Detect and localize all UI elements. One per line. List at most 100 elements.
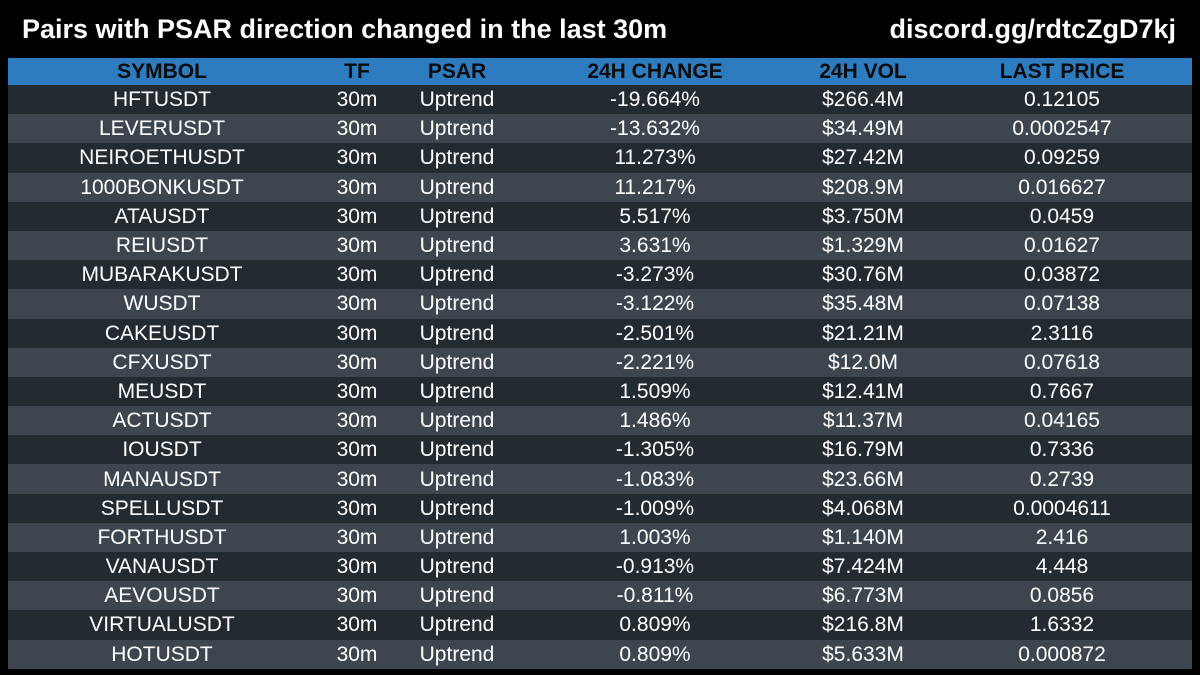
volume-cell: $5.633M	[822, 642, 904, 666]
psar-cell: Uptrend	[419, 525, 495, 549]
psar-cell: Uptrend	[419, 175, 495, 199]
volume-cell: $3.750M	[822, 204, 904, 228]
tf-cell: 30m	[336, 117, 378, 141]
symbol-cell: IOUSDT	[122, 438, 202, 462]
table-row: AEVOUSDT 30m Uptrend -0.811% $6.773M 0.0856	[8, 581, 1192, 611]
price-cell: 0.7667	[1029, 379, 1095, 403]
volume-cell: $23.66M	[822, 467, 904, 491]
column-header-24h-vol[interactable]: 24H VOL	[819, 60, 907, 83]
table-row: IOUSDT 30m Uptrend -1.305% $16.79M 0.7336	[8, 435, 1192, 465]
symbol-cell: HOTUSDT	[111, 642, 213, 666]
price-cell: 0.12105	[1024, 88, 1100, 112]
change-cell: -1.305%	[615, 438, 695, 462]
symbol-cell: WUSDT	[123, 292, 201, 316]
symbol-cell: VANAUSDT	[105, 555, 219, 579]
table-row: ACTUSDT 30m Uptrend 1.486% $11.37M 0.04165	[8, 406, 1192, 436]
volume-cell: $12.0M	[827, 350, 899, 374]
change-cell: 0.809%	[619, 613, 691, 637]
volume-cell: $266.4M	[822, 88, 904, 112]
psar-cell: Uptrend	[419, 409, 495, 433]
table-row: SPELLUSDT 30m Uptrend -1.009% $4.068M 0.00046…	[8, 493, 1192, 523]
symbol-cell: CFXUSDT	[112, 350, 212, 374]
symbol-cell: VIRTUALUSDT	[89, 613, 235, 637]
page-title: Pairs with PSAR direction changed in the…	[22, 14, 668, 44]
table-row: VANAUSDT 30m Uptrend -0.913% $7.424M 4.448	[8, 552, 1192, 582]
price-cell: 0.016627	[1018, 175, 1106, 199]
price-cell: 0.04165	[1024, 409, 1100, 433]
symbol-cell: 1000BONKUSDT	[80, 175, 244, 199]
table-row: FORTHUSDT 30m Uptrend 1.003% $1.140M 2.416	[8, 522, 1192, 552]
column-header-24h-change[interactable]: 24H CHANGE	[587, 60, 723, 83]
tf-cell: 30m	[336, 584, 378, 608]
tf-cell: 30m	[336, 88, 378, 112]
change-cell: -3.122%	[615, 292, 695, 316]
price-cell: 0.0459	[1029, 204, 1095, 228]
volume-cell: $35.48M	[822, 292, 904, 316]
tf-cell: 30m	[336, 292, 378, 316]
tf-cell: 30m	[336, 467, 378, 491]
change-cell: -19.664%	[610, 88, 700, 112]
tf-cell: 30m	[336, 525, 378, 549]
volume-cell: $216.8M	[822, 613, 904, 637]
table-row: HOTUSDT 30m Uptrend 0.809% $5.633M 0.000872	[8, 639, 1192, 669]
change-cell: 0.809%	[619, 642, 691, 666]
symbol-cell: SPELLUSDT	[100, 496, 224, 520]
price-cell: 0.7336	[1029, 438, 1095, 462]
table-row: CAKEUSDT 30m Uptrend -2.501% $21.21M 2.3116	[8, 318, 1192, 348]
tf-cell: 30m	[336, 379, 378, 403]
volume-cell: $34.49M	[822, 117, 904, 141]
table-row: ATAUSDT 30m Uptrend 5.517% $3.750M 0.0459	[8, 201, 1192, 231]
change-cell: -1.083%	[615, 467, 695, 491]
table-row: MANAUSDT 30m Uptrend -1.083% $23.66M 0.2739	[8, 464, 1192, 494]
psar-cell: Uptrend	[419, 438, 495, 462]
volume-cell: $21.21M	[822, 321, 904, 345]
volume-cell: $7.424M	[822, 555, 904, 579]
table-row: MEUSDT 30m Uptrend 1.509% $12.41M 0.7667	[8, 376, 1192, 407]
price-cell: 0.000872	[1018, 642, 1106, 666]
column-header-psar[interactable]: PSAR	[427, 60, 487, 83]
psar-cell: Uptrend	[419, 321, 495, 345]
psar-cell: Uptrend	[419, 204, 495, 228]
table-row: NEIROETHUSDT 30m Uptrend 11.273% $27.42M 0.09…	[8, 143, 1192, 173]
volume-cell: $1.140M	[822, 525, 904, 549]
change-cell: -2.221%	[615, 350, 695, 374]
psar-cell: Uptrend	[419, 379, 495, 403]
psar-cell: Uptrend	[419, 234, 495, 258]
discord-invite-link[interactable]: discord.gg/rdtcZgD7kj	[889, 14, 1176, 44]
price-cell: 0.03872	[1024, 263, 1100, 287]
table-row: WUSDT 30m Uptrend -3.122% $35.48M 0.07138	[8, 289, 1192, 319]
table-row: MUBARAKUSDT 30m Uptrend -3.273% $30.76M 0.038…	[8, 260, 1192, 290]
psar-cell: Uptrend	[419, 467, 495, 491]
psar-cell: Uptrend	[419, 88, 495, 112]
tf-cell: 30m	[336, 234, 378, 258]
price-cell: 0.0856	[1029, 584, 1095, 608]
price-cell: 2.416	[1035, 525, 1089, 549]
symbol-cell: ATAUSDT	[114, 204, 210, 228]
tf-cell: 30m	[336, 175, 378, 199]
table-body: HFTUSDT 30m Uptrend -19.664% $266.4M 0.12105 L…	[8, 85, 1192, 669]
change-cell: 3.631%	[619, 234, 691, 258]
psar-pairs-table: SYMBOL TF PSAR 24H CHANGE 24H VOL LAST P…	[8, 58, 1192, 669]
symbol-cell: REIUSDT	[115, 234, 209, 258]
symbol-cell: FORTHUSDT	[97, 525, 227, 549]
change-cell: -2.501%	[615, 321, 695, 345]
change-cell: 5.517%	[619, 204, 691, 228]
symbol-cell: MEUSDT	[117, 379, 207, 403]
change-cell: -0.913%	[615, 555, 695, 579]
tf-cell: 30m	[336, 555, 378, 579]
symbol-cell: NEIROETHUSDT	[79, 146, 245, 170]
volume-cell: $27.42M	[822, 146, 904, 170]
column-header-last-price[interactable]: LAST PRICE	[999, 60, 1125, 83]
change-cell: 11.217%	[614, 175, 696, 199]
psar-cell: Uptrend	[419, 642, 495, 666]
price-cell: 0.2739	[1029, 467, 1095, 491]
change-cell: 11.273%	[614, 146, 696, 170]
price-cell: 0.07618	[1024, 350, 1100, 374]
change-cell: 1.509%	[619, 379, 691, 403]
tf-cell: 30m	[336, 321, 378, 345]
tf-cell: 30m	[336, 613, 378, 637]
column-header-tf[interactable]: TF	[344, 60, 370, 83]
volume-cell: $1.329M	[822, 234, 904, 258]
table-row: LEVERUSDT 30m Uptrend -13.632% $34.49M 0.0002…	[8, 114, 1192, 144]
column-header-symbol[interactable]: SYMBOL	[117, 60, 207, 83]
